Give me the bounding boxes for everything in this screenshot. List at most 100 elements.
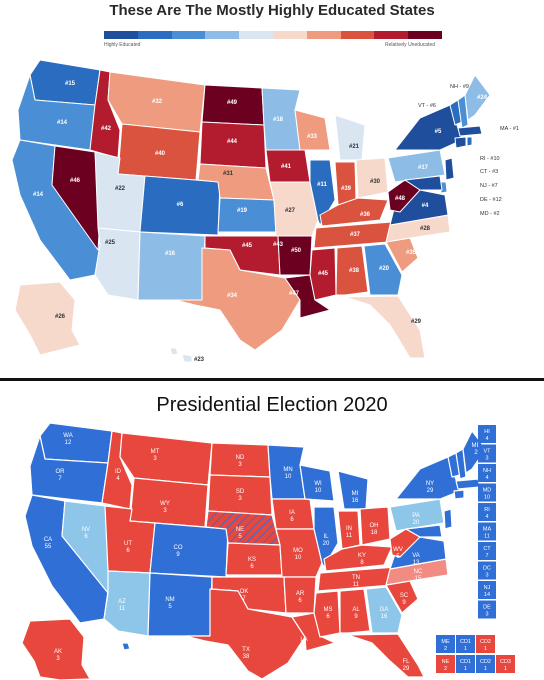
- ev-box-votes: 4: [485, 436, 488, 442]
- state-ev-ks: 6: [250, 564, 254, 570]
- split-box-label: CD3: [500, 659, 511, 665]
- state-GA-vote: [365, 586, 403, 634]
- state-IL-edu: [309, 159, 336, 226]
- split-box-votes: 1: [504, 666, 507, 672]
- state-ev-mn: 10: [285, 474, 292, 480]
- state-MD-edu: [404, 175, 443, 191]
- rank-label-or: #14: [57, 120, 68, 126]
- election-map-panel: Presidential Election 2020: [0, 381, 544, 680]
- split-box-label: ME: [441, 639, 450, 645]
- state-ev-al: 9: [354, 614, 358, 620]
- ev-box-abbr: VT: [483, 449, 491, 455]
- rank-label-pa: #17: [418, 165, 429, 171]
- rank-label-va: #4: [422, 203, 429, 209]
- state-NM-vote: [147, 572, 213, 637]
- legend-swatch: [104, 31, 138, 39]
- side-rank-label: MA - #1: [500, 126, 519, 132]
- state-ev-ok: 7: [242, 596, 246, 602]
- split-box-me: [436, 635, 455, 653]
- rank-label-mo: #27: [285, 208, 296, 214]
- split-box-label: CD2: [480, 639, 491, 645]
- state-abbr-ne: NE: [236, 527, 244, 533]
- state-ev-wi: 10: [315, 488, 322, 494]
- state-WI-vote: [299, 464, 335, 502]
- state-ev-sd: 3: [238, 496, 242, 502]
- education-us-map: #15 #14 #14 #46 #42 #32 #40 #22 #25 #6 #16 #34 #49 #4…: [11, 59, 519, 363]
- state-WA-vote: [39, 422, 113, 464]
- rank-label-ne: #31: [223, 171, 234, 177]
- state-ev-va: 13: [413, 560, 420, 566]
- ev-box-de: [478, 600, 496, 619]
- rank-label-sc: #35: [406, 250, 417, 256]
- state-ev-tx: 38: [243, 654, 250, 660]
- state-ev-nm: 5: [168, 604, 172, 610]
- state-abbr-in: IN: [346, 526, 352, 532]
- state-abbr-pa: PA: [412, 513, 420, 519]
- rank-label-ky: #36: [360, 212, 371, 218]
- side-rank-label: NJ - #7: [480, 183, 498, 189]
- ev-box-vt: [478, 444, 496, 463]
- state-NM-edu: [137, 231, 206, 301]
- state-ev-mi: 16: [352, 498, 359, 504]
- ev-box-abbr: MD: [483, 488, 492, 494]
- state-MS-vote: [313, 590, 341, 638]
- state-WI-edu: [294, 109, 331, 151]
- state-CT-edu: [454, 136, 467, 149]
- state-MT-vote: [119, 432, 213, 486]
- rank-label-fl: #29: [411, 319, 422, 325]
- state-MA-edu: [457, 125, 483, 137]
- state-PA-vote: [389, 498, 445, 532]
- rank-label-id: #42: [101, 126, 112, 132]
- state-abbr-fl: FL: [402, 659, 410, 665]
- panel-divider: [0, 378, 544, 381]
- rank-label-ia: #41: [281, 164, 292, 170]
- state-AL-vote: [339, 588, 371, 634]
- rank-label-ga: #20: [379, 266, 390, 272]
- state-abbr-tx: TX: [242, 647, 250, 653]
- state-IL-vote: [313, 506, 339, 568]
- state-ev-il: 20: [323, 541, 330, 547]
- split-box-ne: [436, 655, 455, 673]
- ev-box-votes: 4: [485, 475, 488, 481]
- state-MA-vote: [455, 478, 481, 490]
- rank-label-nc: #28: [420, 226, 431, 232]
- education-legend-bar: [104, 31, 442, 39]
- rank-label-wi: #33: [307, 134, 318, 140]
- election-map-title: Presidential Election 2020: [156, 394, 388, 416]
- state-abbr-sc: SC: [400, 593, 409, 599]
- state-IN-edu: [334, 161, 357, 206]
- state-CT-vote: [453, 489, 465, 500]
- state-AL-edu: [335, 245, 369, 296]
- rank-label-ok: #45: [242, 243, 253, 249]
- state-abbr-co: CO: [174, 545, 183, 551]
- state-abbr-wy: WY: [160, 501, 170, 507]
- state-abbr-mi: MI: [352, 491, 359, 497]
- side-rank-label: VT - #6: [418, 103, 436, 109]
- rank-label-me: #24: [477, 95, 488, 101]
- split-box-votes: 2: [444, 646, 447, 652]
- election-state-labels: WA12OR7CA55NV6ID4MT3WY3UT6AZ11CO9NM5TX38…: [44, 433, 481, 672]
- rank-label-wv: #48: [395, 196, 406, 202]
- state-abbr-la: LA: [300, 637, 307, 643]
- rank-label-ut: #22: [115, 186, 126, 192]
- state-AZ-vote: [103, 570, 151, 637]
- state-KY-edu: [319, 197, 389, 227]
- legend-swatch: [306, 31, 341, 39]
- state-ev-ia: 6: [290, 517, 294, 523]
- legend-swatch: [340, 31, 375, 39]
- state-abbr-ks: KS: [248, 557, 256, 563]
- state-ME-edu: [464, 74, 491, 121]
- ev-box-abbr: NH: [483, 468, 491, 474]
- rank-label-mi: #21: [349, 144, 360, 150]
- state-ev-az: 11: [119, 606, 126, 612]
- rank-label-in: #39: [341, 186, 352, 192]
- split-box-label: CD2: [480, 659, 491, 665]
- state-ev-oh: 18: [371, 530, 378, 536]
- state-abbr-wi: WI: [314, 481, 322, 487]
- rank-label-la: #47: [289, 291, 300, 297]
- ev-box-votes: 3: [485, 456, 488, 462]
- state-HI2-edu: [181, 353, 193, 363]
- state-ev-ky: 8: [360, 560, 364, 566]
- state-abbr-mt: MT: [151, 449, 160, 455]
